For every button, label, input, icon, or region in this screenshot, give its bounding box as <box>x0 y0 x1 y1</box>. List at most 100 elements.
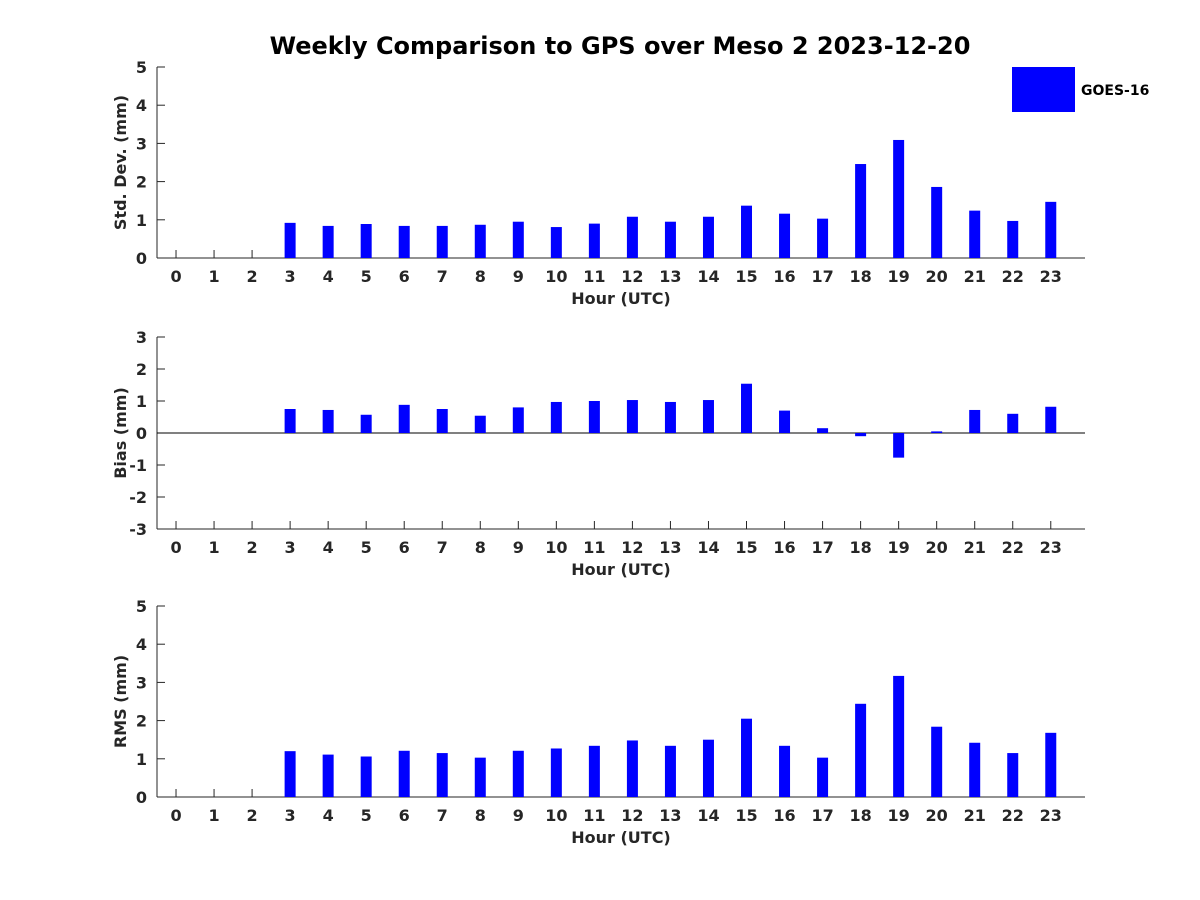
rms-y-tick-label: 1 <box>136 750 147 769</box>
bias-x-tick-label: 4 <box>323 538 334 557</box>
stddev-bar-hour-11 <box>588 223 600 258</box>
stddev-bar-hour-20 <box>931 186 943 258</box>
bias-x-tick-label: 18 <box>849 538 871 557</box>
rms-bar-hour-22 <box>1007 753 1019 797</box>
rms-x-axis-label: Hour (UTC) <box>571 828 671 847</box>
rms-x-tick-label: 7 <box>437 806 448 825</box>
bias-x-tick-label: 23 <box>1040 538 1062 557</box>
stddev-x-tick-label: 8 <box>475 267 486 286</box>
rms-bar-hour-16 <box>779 745 791 797</box>
bias-bar-hour-5 <box>360 414 372 433</box>
stddev-x-tick-label: 13 <box>659 267 681 286</box>
rms-x-tick-label: 17 <box>811 806 833 825</box>
rms-x-tick-label: 5 <box>361 806 372 825</box>
stddev-x-tick-label: 12 <box>621 267 643 286</box>
rms-x-tick-label: 13 <box>659 806 681 825</box>
stddev-bar-hour-9 <box>512 221 524 258</box>
rms-x-tick-label: 18 <box>849 806 871 825</box>
rms-x-tick-label: 3 <box>285 806 296 825</box>
stddev-x-tick-label: 14 <box>697 267 719 286</box>
rms-x-tick-label: 11 <box>583 806 605 825</box>
bias-x-tick-label: 7 <box>437 538 448 557</box>
rms-bar-hour-3 <box>284 751 296 797</box>
stddev-x-tick-label: 15 <box>735 267 757 286</box>
stddev-bar-hour-23 <box>1045 201 1057 258</box>
stddev-bar-hour-3 <box>284 222 296 258</box>
chart-title: Weekly Comparison to GPS over Meso 2 202… <box>270 32 971 60</box>
rms-bar-hour-15 <box>741 718 753 797</box>
stddev-x-tick-label: 2 <box>247 267 258 286</box>
stddev-x-tick-label: 6 <box>399 267 410 286</box>
stddev-bar-hour-22 <box>1007 220 1019 258</box>
rms-x-tick-label: 15 <box>735 806 757 825</box>
rms-x-tick-label: 23 <box>1040 806 1062 825</box>
stddev-bar-hour-13 <box>664 221 676 258</box>
rms-x-tick-label: 1 <box>208 806 219 825</box>
rms-x-tick-label: 21 <box>964 806 986 825</box>
bias-x-tick-label: 13 <box>659 538 681 557</box>
bias-x-tick-label: 20 <box>926 538 948 557</box>
rms-bar-hour-9 <box>512 750 524 797</box>
stddev-bar-hour-17 <box>817 218 829 258</box>
stddev-bar-hour-14 <box>702 216 714 258</box>
rms-y-tick-label: 0 <box>136 788 147 807</box>
bias-x-tick-label: 15 <box>735 538 757 557</box>
bias-bar-hour-18 <box>855 433 867 437</box>
stddev-x-tick-label: 7 <box>437 267 448 286</box>
legend: GOES-16 <box>1012 67 1149 112</box>
rms-bar-hour-19 <box>893 675 905 797</box>
stddev-bar-hour-7 <box>436 225 448 258</box>
rms-bar-hour-10 <box>550 748 562 797</box>
bias-y-axis-label: Bias (mm) <box>111 387 130 479</box>
stddev-y-tick-label: 1 <box>136 211 147 230</box>
bias-bar-hour-22 <box>1007 413 1019 433</box>
stddev-x-tick-label: 19 <box>888 267 910 286</box>
stddev-y-axis-label: Std. Dev. (mm) <box>111 95 130 230</box>
stddev-bar-hour-10 <box>550 227 562 258</box>
bias-bar-hour-3 <box>284 409 296 433</box>
rms-bar-hour-14 <box>702 739 714 797</box>
stddev-bar-hour-18 <box>855 164 867 258</box>
bias-bar-hour-13 <box>664 401 676 433</box>
stddev-x-tick-label: 17 <box>811 267 833 286</box>
stddev-x-tick-label: 0 <box>170 267 181 286</box>
rms-x-tick-label: 10 <box>545 806 567 825</box>
bias-x-tick-label: 2 <box>247 538 258 557</box>
bias-y-tick-label: -3 <box>129 520 147 539</box>
stddev-bar-hour-5 <box>360 224 372 258</box>
rms-x-tick-label: 0 <box>170 806 181 825</box>
bias-bar-hour-9 <box>512 407 524 433</box>
bias-x-tick-label: 22 <box>1002 538 1024 557</box>
stddev-x-tick-label: 16 <box>773 267 795 286</box>
bias-x-tick-label: 8 <box>475 538 486 557</box>
stddev-y-tick-label: 5 <box>136 58 147 77</box>
rms-x-tick-label: 12 <box>621 806 643 825</box>
bias-y-tick-label: 0 <box>136 424 147 443</box>
stddev-x-tick-label: 9 <box>513 267 524 286</box>
rms-x-tick-label: 16 <box>773 806 795 825</box>
rms-bar-hour-18 <box>855 703 867 797</box>
bias-bar-hour-23 <box>1045 406 1057 433</box>
rms-bar-hour-6 <box>398 750 410 797</box>
rms-bar-hour-17 <box>817 757 829 797</box>
bias-bar-hour-19 <box>893 433 905 458</box>
rms-x-tick-label: 22 <box>1002 806 1024 825</box>
stddev-bar-hour-16 <box>779 213 791 258</box>
bias-bar-hour-16 <box>779 410 791 433</box>
rms-bar-hour-7 <box>436 753 448 797</box>
bias-bar-hour-21 <box>969 409 981 433</box>
bias-x-tick-label: 16 <box>773 538 795 557</box>
bias-x-axis-label: Hour (UTC) <box>571 560 671 579</box>
bias-x-tick-label: 19 <box>888 538 910 557</box>
rms-y-tick-label: 3 <box>136 673 147 692</box>
bias-bar-hour-10 <box>550 401 562 433</box>
bias-y-tick-label: 2 <box>136 360 147 379</box>
bias-x-tick-label: 10 <box>545 538 567 557</box>
stddev-bar-hour-19 <box>893 139 905 258</box>
bias-bar-hour-7 <box>436 409 448 433</box>
